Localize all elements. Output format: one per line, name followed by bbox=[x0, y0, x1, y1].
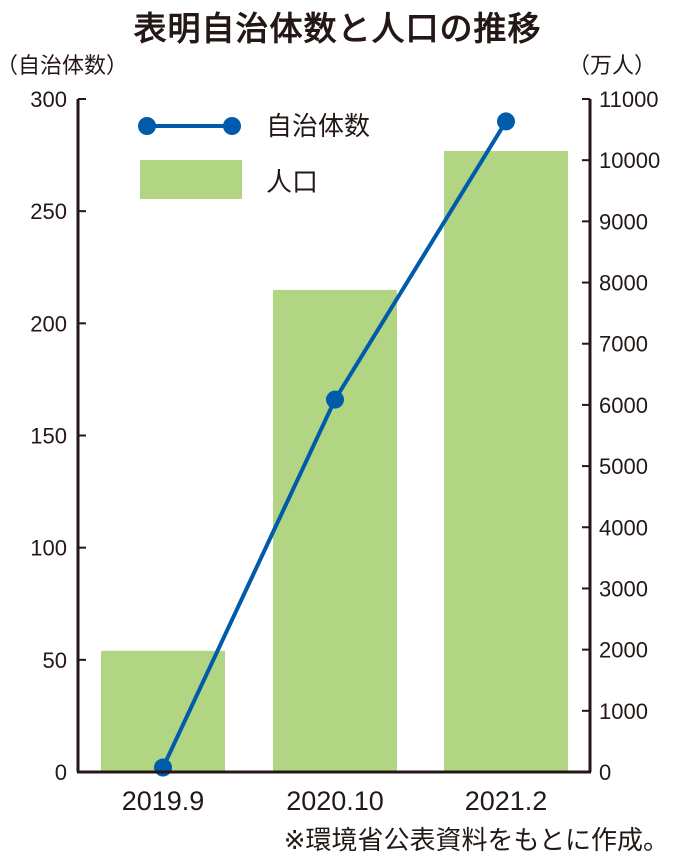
left-tick-label-5: 250 bbox=[30, 199, 67, 224]
left-axis-label: （自治体数） bbox=[0, 54, 128, 79]
right-tick-label-10: 10000 bbox=[599, 148, 660, 173]
right-tick-label-7: 7000 bbox=[599, 332, 648, 357]
right-tick-label-6: 6000 bbox=[599, 393, 648, 418]
right-tick-label-1: 1000 bbox=[599, 699, 648, 724]
right-axis-label: （万人） bbox=[568, 54, 656, 79]
right-tick-label-9: 9000 bbox=[599, 209, 648, 234]
point-municipalities-0 bbox=[154, 758, 172, 777]
right-tick-label-0: 0 bbox=[599, 760, 611, 785]
left-tick-label-2: 100 bbox=[30, 536, 67, 561]
left-tick-label-0: 0 bbox=[55, 760, 67, 785]
legend: 自治体数 人口 bbox=[138, 112, 370, 199]
legend-line-marker-right bbox=[223, 117, 241, 135]
bars-layer bbox=[101, 151, 568, 773]
legend-bar-swatch bbox=[140, 160, 242, 199]
legend-label-population: 人口 bbox=[266, 168, 318, 198]
footnote: ※環境省公表資料をもとに作成。 bbox=[283, 826, 669, 856]
right-tick-label-8: 8000 bbox=[599, 271, 648, 296]
bar-population-0 bbox=[101, 650, 225, 772]
left-tick-label-1: 50 bbox=[43, 648, 67, 673]
bar-population-1 bbox=[273, 289, 397, 772]
x-tick-label-1: 2020.10 bbox=[286, 786, 384, 816]
right-tick-label-11: 11000 bbox=[599, 87, 659, 112]
legend-line-marker-left bbox=[138, 117, 156, 135]
ticks-layer: 0501001502002503000100020003000400050006… bbox=[30, 87, 660, 816]
point-municipalities-1 bbox=[326, 390, 344, 409]
right-tick-label-2: 2000 bbox=[599, 638, 648, 663]
legend-label-municipalities: 自治体数 bbox=[266, 112, 370, 142]
bar-population-2 bbox=[444, 151, 568, 773]
right-tick-label-3: 3000 bbox=[599, 576, 648, 601]
left-tick-label-6: 300 bbox=[30, 87, 67, 112]
right-tick-label-5: 5000 bbox=[599, 454, 648, 479]
x-tick-label-0: 2019.9 bbox=[122, 786, 205, 816]
x-tick-label-2: 2021.2 bbox=[465, 786, 548, 816]
point-municipalities-2 bbox=[497, 112, 515, 131]
chart-title: 表明自治体数と人口の推移 bbox=[133, 9, 542, 48]
left-tick-label-4: 200 bbox=[30, 311, 67, 336]
left-tick-label-3: 150 bbox=[30, 424, 67, 449]
right-tick-label-4: 4000 bbox=[599, 515, 648, 540]
